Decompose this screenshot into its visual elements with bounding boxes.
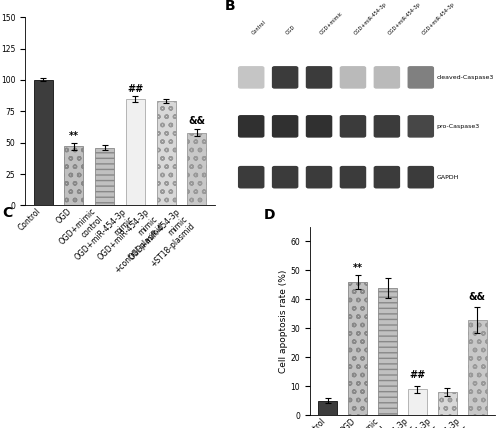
Text: OGD: OGD (285, 24, 296, 36)
Text: **: ** (352, 263, 362, 273)
Bar (64, 146, 84, 205)
FancyBboxPatch shape (374, 115, 400, 138)
Bar (438, 392, 456, 415)
Text: cleaved-Caspase3: cleaved-Caspase3 (436, 75, 494, 80)
Text: Control: Control (251, 20, 268, 36)
Bar (408, 389, 426, 415)
Bar (348, 282, 367, 415)
Text: **: ** (69, 131, 79, 141)
FancyBboxPatch shape (306, 66, 332, 89)
Text: C: C (2, 205, 12, 220)
Text: OGD+miR-454-3p: OGD+miR-454-3p (387, 1, 422, 36)
FancyBboxPatch shape (238, 166, 264, 188)
Bar (126, 99, 145, 205)
Text: D: D (264, 208, 275, 222)
FancyBboxPatch shape (272, 115, 298, 138)
FancyBboxPatch shape (238, 115, 264, 138)
FancyBboxPatch shape (306, 166, 332, 188)
Text: GAPDH: GAPDH (436, 175, 459, 180)
Y-axis label: Cell apoptosis rate (%): Cell apoptosis rate (%) (279, 269, 288, 373)
Bar (95, 148, 114, 205)
FancyBboxPatch shape (272, 66, 298, 89)
Bar (378, 288, 397, 415)
Bar (318, 401, 337, 415)
Bar (156, 101, 176, 205)
Text: &&: && (188, 116, 206, 126)
Text: &&: && (469, 292, 486, 302)
Text: OGD+miR-454-3p: OGD+miR-454-3p (353, 1, 388, 36)
Text: OGD+mimic: OGD+mimic (319, 11, 344, 36)
FancyBboxPatch shape (340, 66, 366, 89)
FancyBboxPatch shape (306, 115, 332, 138)
Text: pro-Caspase3: pro-Caspase3 (436, 124, 480, 129)
FancyBboxPatch shape (408, 115, 434, 138)
Text: B: B (224, 0, 235, 12)
FancyBboxPatch shape (408, 66, 434, 89)
FancyBboxPatch shape (340, 166, 366, 188)
Bar (468, 320, 486, 415)
Text: OGD+miR-454-3p: OGD+miR-454-3p (421, 1, 456, 36)
FancyBboxPatch shape (272, 166, 298, 188)
FancyBboxPatch shape (238, 66, 264, 89)
Bar (188, 133, 206, 205)
Bar (34, 80, 52, 205)
Text: ##: ## (410, 370, 426, 380)
Text: ##: ## (127, 84, 144, 94)
FancyBboxPatch shape (408, 166, 434, 188)
FancyBboxPatch shape (374, 66, 400, 89)
FancyBboxPatch shape (340, 115, 366, 138)
FancyBboxPatch shape (374, 166, 400, 188)
